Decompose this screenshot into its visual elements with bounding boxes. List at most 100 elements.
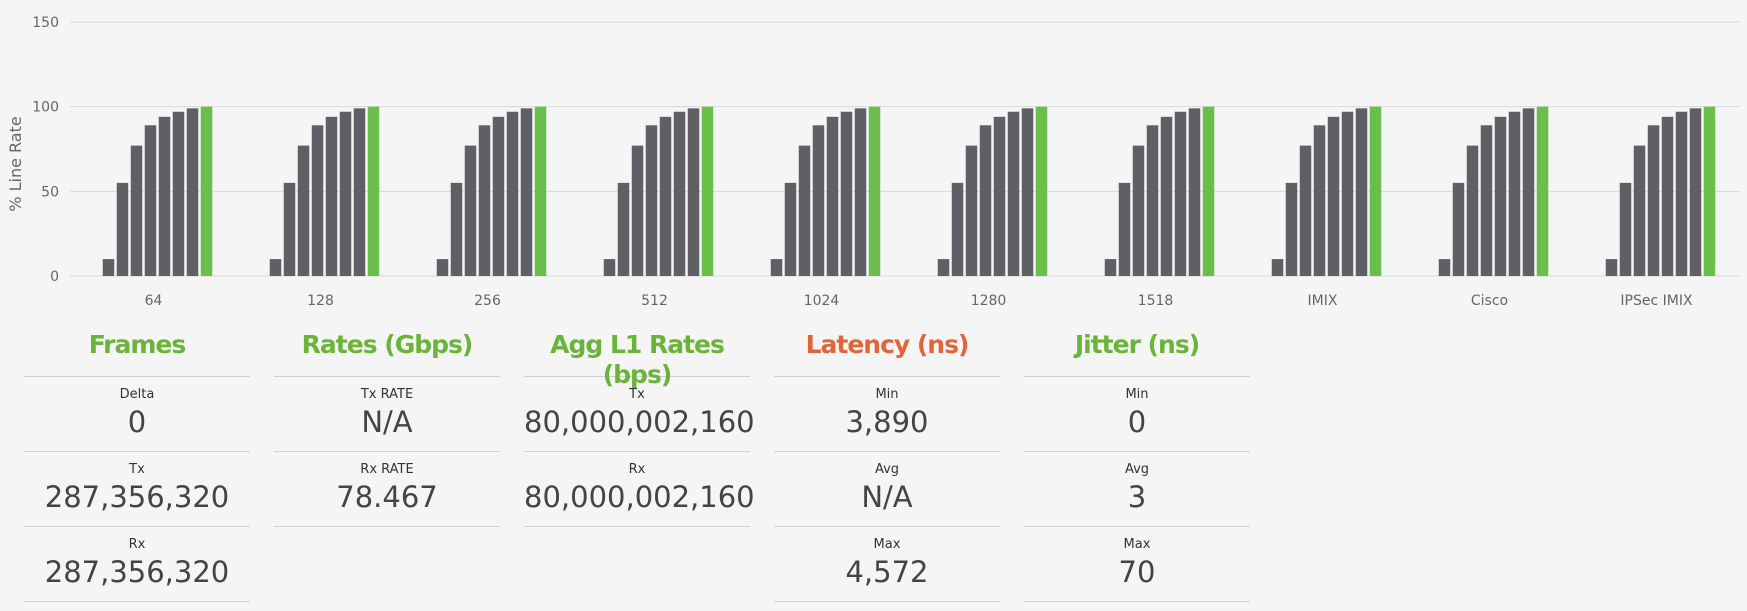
bar (965, 145, 978, 276)
bar (1188, 108, 1201, 276)
latency-title: Latency (ns) (774, 330, 1000, 377)
highlight-bar (1035, 106, 1048, 277)
x-category-label: 64 (145, 293, 163, 309)
bar (687, 108, 700, 276)
y-axis-label: % Line Rate (6, 116, 25, 211)
bar (130, 145, 143, 276)
bar (1160, 116, 1173, 277)
bar (102, 259, 115, 276)
bar (144, 125, 157, 276)
frames-tx-value: 287,356,320 (44, 480, 230, 514)
frames-panel: Frames Delta 0 Tx 287,356,320 Rx 287,356… (24, 330, 250, 602)
frames-delta-label: Delta (119, 387, 155, 402)
bar (478, 125, 491, 276)
bar (798, 145, 811, 276)
bar (1327, 116, 1340, 277)
bar (826, 116, 839, 277)
rates-rx: Rx RATE 78.467 (274, 452, 500, 527)
x-category-label: 512 (641, 293, 668, 309)
bar (1021, 108, 1034, 276)
bar (1466, 145, 1479, 276)
bar (186, 108, 199, 276)
bar (506, 111, 519, 276)
bar (283, 182, 296, 276)
bar (603, 259, 616, 276)
highlight-bar (868, 106, 881, 277)
agg-rx: Rx 80,000,002,160 (524, 452, 755, 527)
rates-title: Rates (Gbps) (274, 330, 500, 377)
bar (673, 111, 686, 276)
bar (116, 182, 129, 276)
frames-tx-label: Tx (129, 462, 145, 477)
bar (436, 259, 449, 276)
frames-rx: Rx 287,356,320 (24, 527, 250, 602)
bar (937, 259, 950, 276)
rates-rx-label: Rx RATE (360, 462, 414, 477)
latency-avg-value: N/A (861, 480, 913, 514)
stats-section: Frames Delta 0 Tx 287,356,320 Rx 287,356… (0, 330, 1747, 611)
highlight-bar (367, 106, 380, 277)
x-category-label: 1280 (971, 293, 1007, 309)
bar (993, 116, 1006, 277)
bar (520, 108, 533, 276)
bar (1452, 182, 1465, 276)
bar (1007, 111, 1020, 276)
bar (1647, 125, 1660, 276)
jitter-panel: Jitter (ns) Min 0 Avg 3 Max 70 (1024, 330, 1250, 602)
agg-tx-value: 80,000,002,160 (524, 405, 755, 439)
x-category-label: 256 (474, 293, 501, 309)
bar (158, 116, 171, 277)
bar (1146, 125, 1159, 276)
x-category-label: 1024 (804, 293, 840, 309)
bar (353, 108, 366, 276)
y-tick-label: 100 (32, 100, 59, 116)
agg-tx-label: Tx (629, 387, 645, 402)
bar (631, 145, 644, 276)
frames-delta-value: 0 (127, 405, 147, 439)
y-axis-ticks: 0 50 100 150 (32, 15, 59, 285)
y-tick-label: 50 (41, 184, 59, 200)
highlight-bar (1369, 106, 1382, 277)
latency-avg: Avg N/A (774, 452, 1000, 527)
bar (1299, 145, 1312, 276)
frames-rx-label: Rx (128, 537, 146, 552)
x-category-label: 128 (307, 293, 334, 309)
bar (1132, 145, 1145, 276)
x-axis-categories: 64 128 256 512 1024 1280 1518 IMIX Cisco IPSec IM… (145, 293, 1693, 309)
y-tick-label: 150 (32, 15, 59, 31)
bar (1675, 111, 1688, 276)
frames-tx: Tx 287,356,320 (24, 452, 250, 527)
bar (325, 116, 338, 277)
jitter-max-value: 70 (1118, 555, 1156, 589)
highlight-bar (1536, 106, 1549, 277)
bar (464, 145, 477, 276)
latency-min-value: 3,890 (845, 405, 929, 439)
jitter-title: Jitter (ns) (1024, 330, 1250, 377)
bar (784, 182, 797, 276)
latency-min: Min 3,890 (774, 377, 1000, 452)
bar (1438, 259, 1451, 276)
bar (1285, 182, 1298, 276)
latency-max-label: Max (873, 537, 901, 552)
frames-delta: Delta 0 (24, 377, 250, 452)
bar (1271, 259, 1284, 276)
bar (659, 116, 672, 277)
latency-avg-label: Avg (874, 462, 900, 477)
highlight-bar (701, 106, 714, 277)
agg-tx: Tx 80,000,002,160 (524, 377, 755, 452)
bar (311, 125, 324, 276)
bar (770, 259, 783, 276)
bar (840, 111, 853, 276)
highlight-bar (534, 106, 547, 277)
jitter-min-value: 0 (1127, 405, 1147, 439)
frames-rx-value: 287,356,320 (44, 555, 230, 589)
bar (1633, 145, 1646, 276)
bar (450, 182, 463, 276)
bar (492, 116, 505, 277)
bar (1480, 125, 1493, 276)
bar (1619, 182, 1632, 276)
agg-rx-label: Rx (628, 462, 646, 477)
bar (1118, 182, 1131, 276)
bar (1661, 116, 1674, 277)
rates-tx-value: N/A (361, 405, 413, 439)
